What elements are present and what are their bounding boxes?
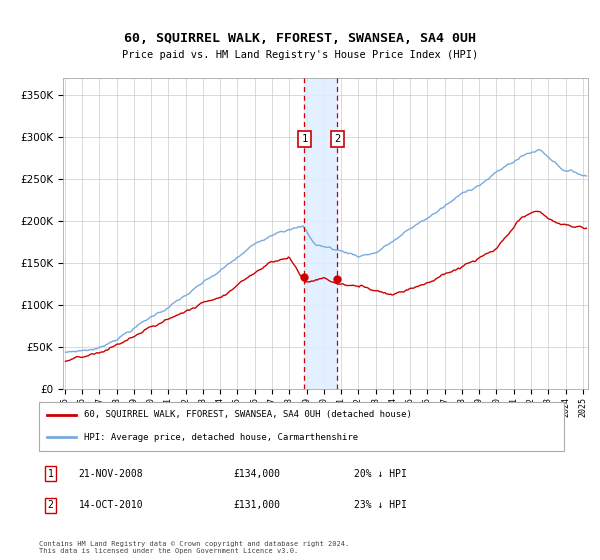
Bar — [304, 78, 337, 389]
Text: 2: 2 — [47, 501, 53, 511]
FancyBboxPatch shape — [39, 402, 564, 451]
Text: 20% ↓ HPI: 20% ↓ HPI — [354, 469, 407, 479]
Text: 1: 1 — [301, 134, 308, 144]
Text: 60, SQUIRREL WALK, FFOREST, SWANSEA, SA4 0UH: 60, SQUIRREL WALK, FFOREST, SWANSEA, SA4… — [124, 32, 476, 45]
Text: 60, SQUIRREL WALK, FFOREST, SWANSEA, SA4 0UH (detached house): 60, SQUIRREL WALK, FFOREST, SWANSEA, SA4… — [83, 410, 412, 419]
Text: 21-NOV-2008: 21-NOV-2008 — [79, 469, 143, 479]
Text: 14-OCT-2010: 14-OCT-2010 — [79, 501, 143, 511]
Text: £131,000: £131,000 — [233, 501, 280, 511]
Text: Price paid vs. HM Land Registry's House Price Index (HPI): Price paid vs. HM Land Registry's House … — [122, 50, 478, 60]
Text: 1: 1 — [47, 469, 53, 479]
Text: Contains HM Land Registry data © Crown copyright and database right 2024.
This d: Contains HM Land Registry data © Crown c… — [39, 542, 349, 554]
Text: 23% ↓ HPI: 23% ↓ HPI — [354, 501, 407, 511]
Text: 2: 2 — [334, 134, 341, 144]
Text: HPI: Average price, detached house, Carmarthenshire: HPI: Average price, detached house, Carm… — [83, 433, 358, 442]
Text: £134,000: £134,000 — [233, 469, 280, 479]
